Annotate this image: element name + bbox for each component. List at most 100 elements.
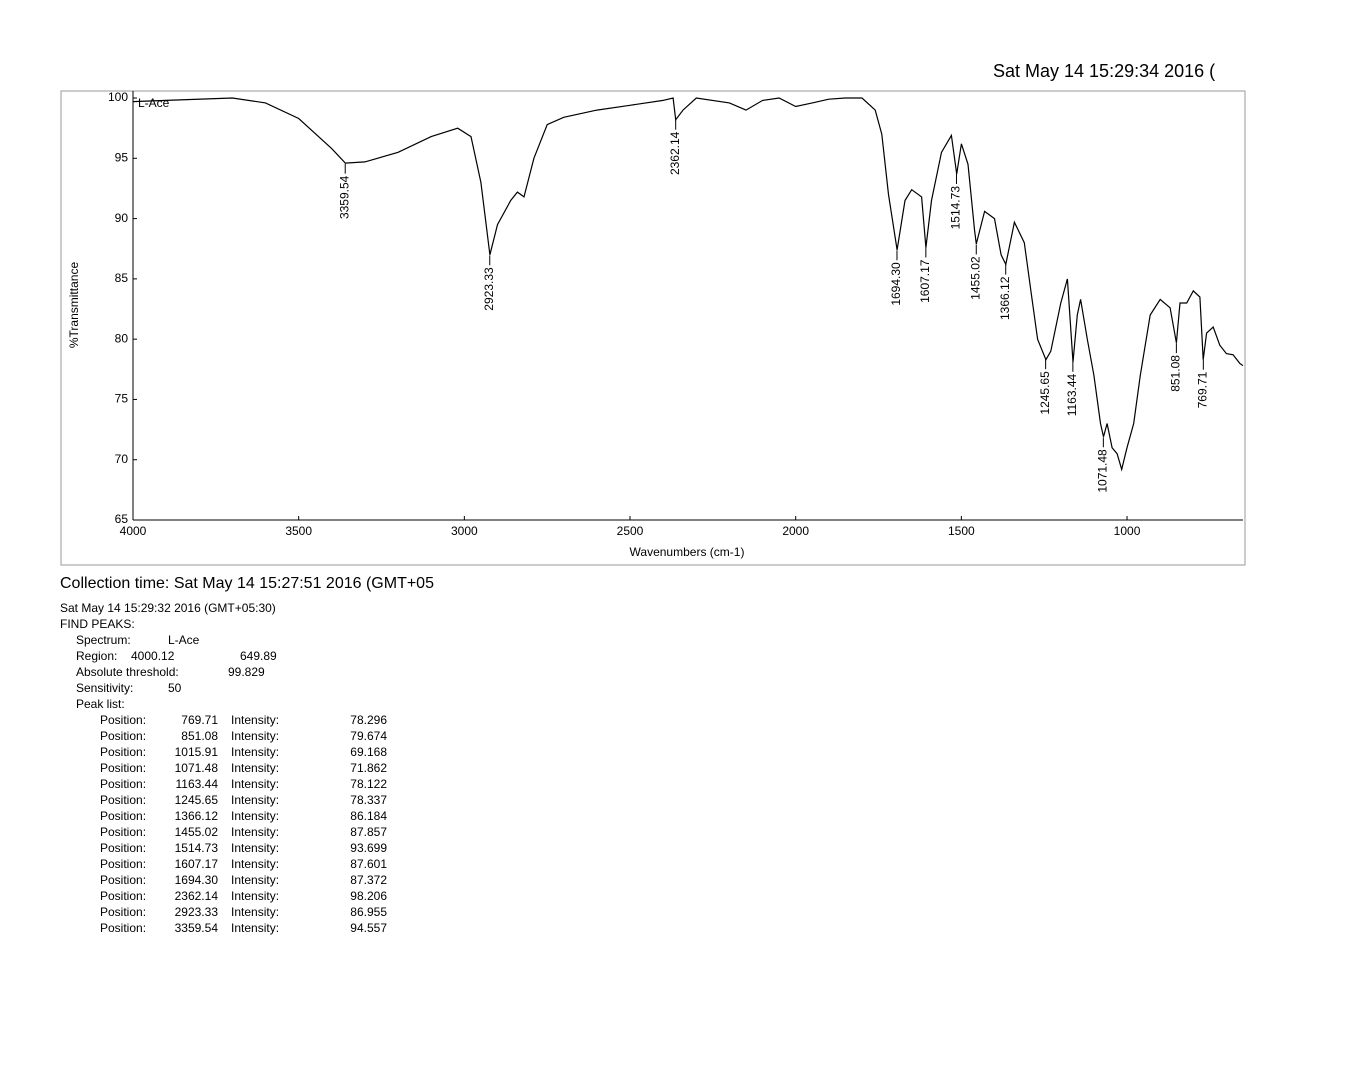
x-tick-label: 2000 bbox=[782, 524, 809, 538]
peak-label: 1694.30 bbox=[889, 262, 903, 306]
report-peak: 1514.73 bbox=[175, 841, 219, 855]
report-param: Sensitivity: bbox=[76, 681, 133, 695]
report-peak: 1455.02 bbox=[175, 825, 219, 839]
spectrum-line bbox=[132, 97, 1244, 472]
peak-label: 2362.14 bbox=[668, 131, 682, 175]
report-param: 50 bbox=[168, 681, 182, 695]
peak-label: 1455.02 bbox=[968, 256, 982, 300]
x-tick-label: 1500 bbox=[948, 524, 975, 538]
report-peak: Position: bbox=[100, 745, 146, 759]
report-peak: Position: bbox=[100, 889, 146, 903]
report-param: 649.89 bbox=[240, 649, 277, 663]
report-peak: 1694.30 bbox=[175, 873, 219, 887]
report-peak: Intensity: bbox=[231, 873, 279, 887]
x-tick-label: 3000 bbox=[451, 524, 478, 538]
report-peak: Intensity: bbox=[231, 729, 279, 743]
peak-label: 1514.73 bbox=[949, 186, 963, 230]
report-peak: 78.337 bbox=[350, 793, 387, 807]
report-peak: Position: bbox=[100, 777, 146, 791]
y-tick-label: 75 bbox=[115, 392, 129, 406]
report-peak: Intensity: bbox=[231, 713, 279, 727]
report-peak: 2362.14 bbox=[175, 889, 219, 903]
legend-entry: L-Ace bbox=[138, 96, 170, 110]
collection-time: Collection time: Sat May 14 15:27:51 201… bbox=[60, 575, 434, 592]
x-tick-label: 3500 bbox=[285, 524, 312, 538]
report-param: Region: bbox=[76, 649, 117, 663]
report-peak: 86.184 bbox=[350, 809, 387, 823]
chart-title: Sat May 14 15:29:34 2016 ( bbox=[993, 61, 1215, 81]
report-peak: 1366.12 bbox=[175, 809, 219, 823]
report-peak: 3359.54 bbox=[175, 921, 219, 935]
report-peak: Position: bbox=[100, 713, 146, 727]
report-peak: 2923.33 bbox=[175, 905, 219, 919]
report-peak: 79.674 bbox=[350, 729, 387, 743]
y-tick-label: 90 bbox=[115, 211, 129, 225]
report-peak: 69.168 bbox=[350, 745, 387, 759]
timestamp: Sat May 14 15:29:32 2016 (GMT+05:30) bbox=[60, 601, 276, 615]
y-tick-label: 65 bbox=[115, 512, 129, 526]
report-peak: Position: bbox=[100, 825, 146, 839]
report-peak: Intensity: bbox=[231, 905, 279, 919]
report-peak: Intensity: bbox=[231, 745, 279, 759]
peak-list-label: Peak list: bbox=[76, 697, 125, 711]
peak-label: 2923.33 bbox=[482, 267, 496, 311]
peak-label: 769.71 bbox=[1196, 371, 1210, 408]
x-tick-label: 1000 bbox=[1114, 524, 1141, 538]
report-peak: Position: bbox=[100, 809, 146, 823]
peak-label: 1163.44 bbox=[1065, 373, 1079, 416]
report-peak: 71.862 bbox=[350, 761, 387, 775]
report-peak: Position: bbox=[100, 841, 146, 855]
report-peak: Intensity: bbox=[231, 809, 279, 823]
report-peak: 86.955 bbox=[350, 905, 387, 919]
report-peak: 1071.48 bbox=[175, 761, 219, 775]
report-peak: 1163.44 bbox=[176, 777, 219, 791]
report-peak: Intensity: bbox=[231, 841, 279, 855]
report-peak: Intensity: bbox=[231, 889, 279, 903]
y-tick-label: 80 bbox=[115, 331, 129, 345]
report-param: Spectrum: bbox=[76, 633, 131, 647]
report-peak: 94.557 bbox=[350, 921, 387, 935]
report-peak: Position: bbox=[100, 857, 146, 871]
report-peak: 769.71 bbox=[181, 713, 218, 727]
report-peak: 78.296 bbox=[350, 713, 387, 727]
report-peak: Intensity: bbox=[231, 777, 279, 791]
y-tick-label: 85 bbox=[115, 271, 129, 285]
report-peak: 1607.17 bbox=[175, 857, 219, 871]
report-peak: Position: bbox=[100, 921, 146, 935]
y-axis-label: %Transmittance bbox=[67, 262, 81, 349]
x-tick-label: 2500 bbox=[617, 524, 644, 538]
report-param: 4000.12 bbox=[131, 649, 175, 663]
report-peak: 1015.91 bbox=[175, 745, 219, 759]
peak-label: 1071.48 bbox=[1096, 449, 1110, 493]
report-peak: Position: bbox=[100, 793, 146, 807]
peak-label: 1245.65 bbox=[1038, 371, 1052, 415]
report-peak: 87.372 bbox=[350, 873, 387, 887]
report-peak: Intensity: bbox=[231, 761, 279, 775]
y-tick-label: 70 bbox=[115, 452, 129, 466]
plot-frame bbox=[60, 90, 1246, 566]
report-peak: 93.699 bbox=[350, 841, 387, 855]
report-peak: Intensity: bbox=[231, 857, 279, 871]
report-peak: Position: bbox=[100, 873, 146, 887]
report-peak: Intensity: bbox=[231, 793, 279, 807]
report-peak: 87.601 bbox=[350, 857, 387, 871]
x-axis-label: Wavenumbers (cm-1) bbox=[630, 545, 745, 559]
report-peak: Position: bbox=[100, 761, 146, 775]
report-peak: 1245.65 bbox=[175, 793, 219, 807]
report-peak: Position: bbox=[100, 729, 146, 743]
peak-label: 1366.12 bbox=[998, 276, 1012, 320]
report-param: L-Ace bbox=[168, 633, 200, 647]
report-peak: 78.122 bbox=[350, 777, 387, 791]
y-tick-label: 95 bbox=[115, 150, 129, 164]
report-peak: Intensity: bbox=[231, 825, 279, 839]
peak-label: 851.08 bbox=[1169, 355, 1183, 392]
x-tick-label: 4000 bbox=[120, 524, 147, 538]
peak-label: 1607.17 bbox=[918, 259, 932, 303]
report-param: Absolute threshold: bbox=[76, 665, 179, 679]
report-peak: 98.206 bbox=[350, 889, 387, 903]
report-peak: 87.857 bbox=[350, 825, 387, 839]
report-param: 99.829 bbox=[228, 665, 265, 679]
report-peak: 851.08 bbox=[181, 729, 218, 743]
command: FIND PEAKS: bbox=[60, 617, 135, 631]
